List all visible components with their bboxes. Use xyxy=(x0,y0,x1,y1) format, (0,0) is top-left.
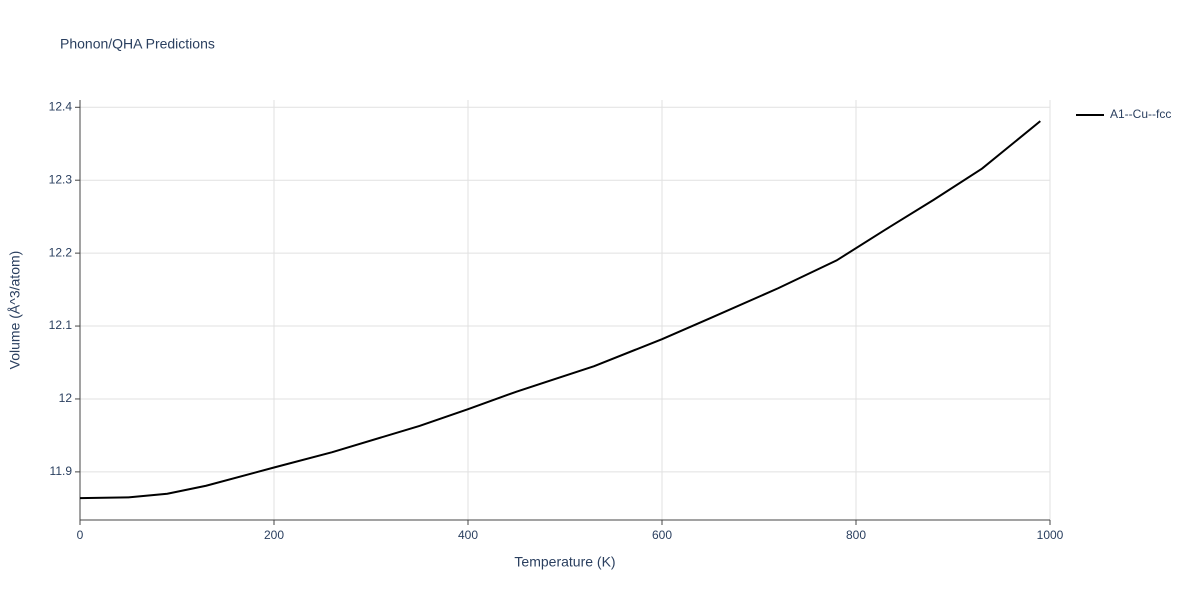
x-tick-label: 800 xyxy=(846,528,866,542)
chart-title: Phonon/QHA Predictions xyxy=(60,36,215,52)
y-tick-label: 12.4 xyxy=(49,99,73,113)
y-axis-title: Volume (Å^3/atom) xyxy=(7,251,23,370)
legend-label: A1--Cu--fcc xyxy=(1110,107,1171,121)
x-tick-label: 0 xyxy=(77,528,84,542)
x-tick-label: 1000 xyxy=(1037,528,1064,542)
y-tick-label: 12.1 xyxy=(49,318,73,332)
y-tick-label: 11.9 xyxy=(50,464,73,478)
data-line xyxy=(79,120,1041,500)
x-tick-label: 600 xyxy=(652,528,672,542)
x-axis-title: Temperature (K) xyxy=(514,554,615,570)
y-tick-label: 12.2 xyxy=(49,245,73,259)
x-tick-label: 400 xyxy=(458,528,478,542)
y-tick-label: 12.3 xyxy=(49,172,73,186)
y-tick-label: 12 xyxy=(59,391,73,405)
x-tick-label: 200 xyxy=(264,528,284,542)
